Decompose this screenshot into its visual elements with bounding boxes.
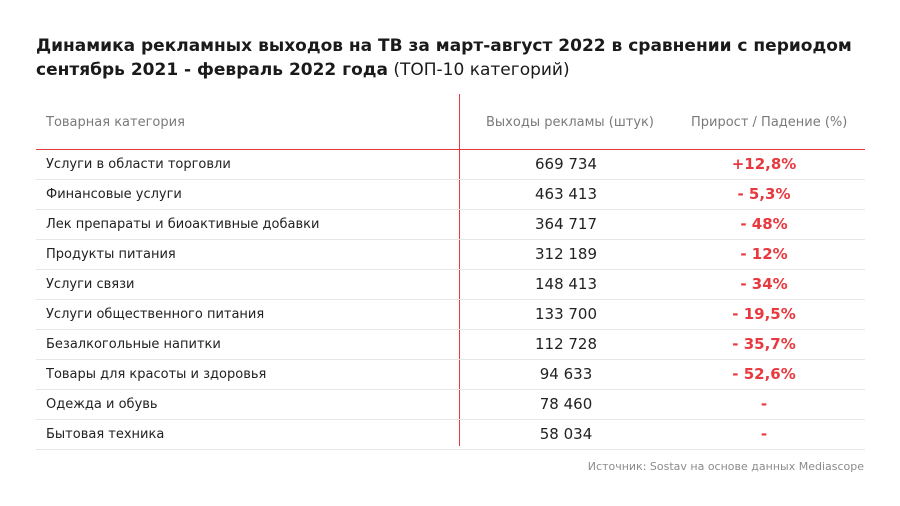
table-row: Одежда и обувь 78 460 - xyxy=(36,390,865,420)
cell-change: +12,8% xyxy=(731,155,797,173)
cell-ads: 312 189 xyxy=(534,245,598,263)
cell-change: - xyxy=(760,425,768,443)
cell-ads: 94 633 xyxy=(539,365,593,383)
cell-change: - 34% xyxy=(740,275,788,293)
cell-category: Товары для красоты и здоровья xyxy=(46,367,267,382)
table-row: Бытовая техника 58 034 - xyxy=(36,420,865,450)
table-row: Лек препараты и биоактивные добавки 364 7… xyxy=(36,210,865,240)
cell-category: Услуги в области торговли xyxy=(46,157,231,172)
cell-ads: 78 460 xyxy=(539,395,593,413)
table-row: Услуги связи 148 413 - 34% xyxy=(36,270,865,300)
cell-category: Одежда и обувь xyxy=(46,397,158,412)
header-change: Прирост / Падение (%) xyxy=(691,115,848,130)
table-header: Товарная категория Выходы рекламы (штук)… xyxy=(36,94,865,149)
cell-ads: 58 034 xyxy=(539,425,593,443)
table-row: Продукты питания 312 189 - 12% xyxy=(36,240,865,270)
header-ads: Выходы рекламы (штук) xyxy=(486,115,654,130)
cell-ads: 463 413 xyxy=(534,185,598,203)
cell-change: - 19,5% xyxy=(732,305,796,323)
source-note: Источник: Sostav на основе данных Medias… xyxy=(587,460,864,473)
table-row: Услуги общественного питания 133 700 - 19,… xyxy=(36,300,865,330)
header-category: Товарная категория xyxy=(46,115,185,130)
table-row: Товары для красоты и здоровья 94 633 - 52,… xyxy=(36,360,865,390)
cell-ads: 669 734 xyxy=(534,155,598,173)
cell-category: Безалкогольные напитки xyxy=(46,337,221,352)
cell-change: - 35,7% xyxy=(732,335,796,353)
column-divider xyxy=(459,94,460,446)
cell-ads: 133 700 xyxy=(534,305,598,323)
cell-ads: 148 413 xyxy=(534,275,598,293)
cell-category: Лек препараты и биоактивные добавки xyxy=(46,217,320,232)
table-body: Услуги в области торговли 669 734 +12,8% Фи… xyxy=(36,150,865,450)
data-table: Товарная категория Выходы рекламы (штук)… xyxy=(36,94,865,450)
cell-category: Услуги связи xyxy=(46,277,135,292)
header-divider xyxy=(36,149,865,150)
chart-title-sub: (ТОП-10 категорий) xyxy=(393,60,570,80)
table-row: Услуги в области торговли 669 734 +12,8% xyxy=(36,150,865,180)
cell-category: Продукты питания xyxy=(46,247,176,262)
cell-ads: 112 728 xyxy=(534,335,598,353)
cell-change: - xyxy=(760,395,768,413)
cell-ads: 364 717 xyxy=(534,215,598,233)
cell-category: Бытовая техника xyxy=(46,427,165,442)
table-row: Безалкогольные напитки 112 728 - 35,7% xyxy=(36,330,865,360)
cell-change: - 48% xyxy=(740,215,788,233)
cell-category: Финансовые услуги xyxy=(46,187,182,202)
cell-change: - 52,6% xyxy=(732,365,796,383)
cell-category: Услуги общественного питания xyxy=(46,307,265,322)
table-row: Финансовые услуги 463 413 - 5,3% xyxy=(36,180,865,210)
cell-change: - 5,3% xyxy=(737,185,791,203)
chart-title: Динамика рекламных выходов на ТВ за март… xyxy=(36,34,866,82)
chart-title-main: Динамика рекламных выходов на ТВ за март… xyxy=(36,36,852,80)
cell-change: - 12% xyxy=(740,245,788,263)
